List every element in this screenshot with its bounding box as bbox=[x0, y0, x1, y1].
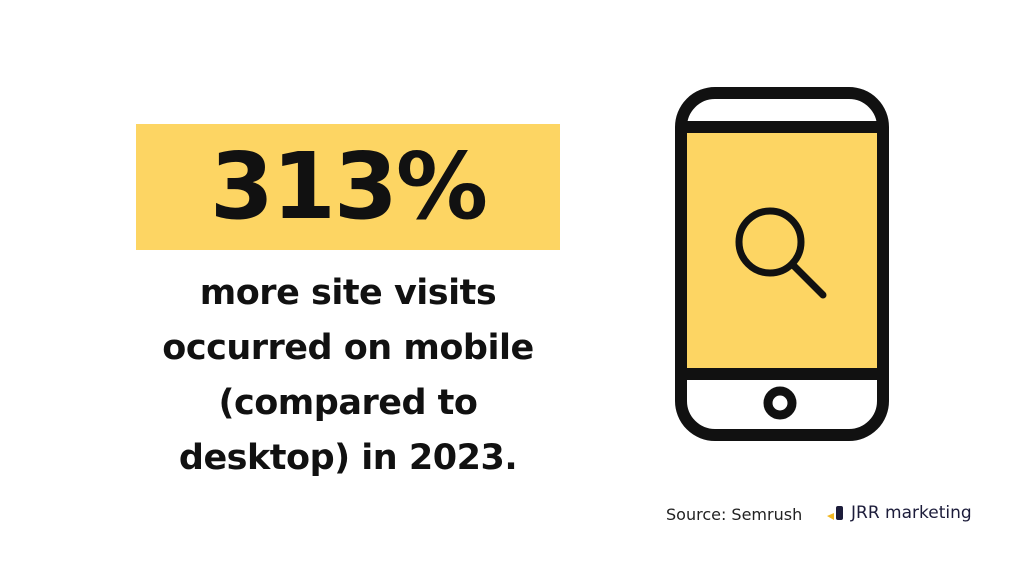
description-line: (compared to bbox=[218, 383, 478, 423]
smartphone-icon bbox=[675, 87, 889, 441]
description-line: occurred on mobile bbox=[162, 328, 534, 368]
brand-logo: JRR marketing bbox=[826, 503, 972, 523]
logo-mark-icon bbox=[827, 506, 843, 520]
description-line: desktop) in 2023. bbox=[178, 438, 518, 478]
description-line: more site visits bbox=[199, 273, 497, 313]
home-button-icon bbox=[763, 386, 797, 420]
search-icon bbox=[735, 207, 827, 299]
stat-value: 313% bbox=[209, 133, 488, 240]
stat-highlight: 313% bbox=[136, 124, 560, 250]
stat-description: more site visits occurred on mobile (com… bbox=[136, 266, 560, 486]
source-note: Source: Semrush bbox=[666, 505, 803, 524]
logo-text: JRR marketing bbox=[851, 503, 972, 523]
